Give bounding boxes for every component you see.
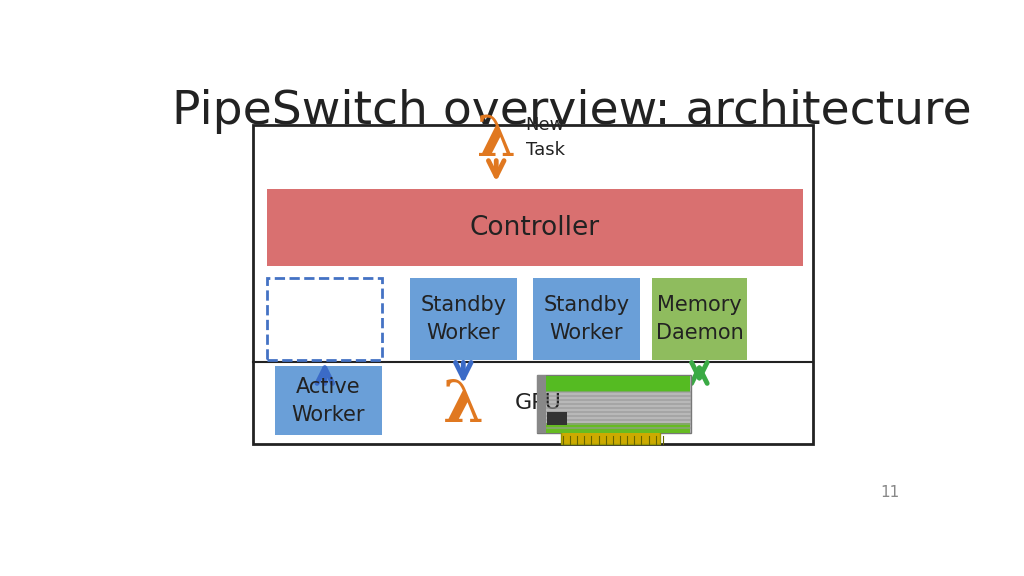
Text: 11: 11 — [881, 485, 899, 500]
Text: λ: λ — [442, 378, 483, 434]
FancyBboxPatch shape — [274, 366, 382, 435]
Text: PipeSwitch overview: architecture: PipeSwitch overview: architecture — [172, 89, 972, 134]
Text: Controller: Controller — [470, 215, 600, 241]
FancyBboxPatch shape — [546, 423, 690, 433]
Text: λ: λ — [477, 112, 516, 168]
FancyBboxPatch shape — [547, 412, 567, 425]
Text: New
Task: New Task — [525, 116, 565, 160]
FancyBboxPatch shape — [652, 278, 748, 359]
Text: GPU: GPU — [515, 393, 562, 412]
FancyBboxPatch shape — [410, 278, 517, 359]
FancyBboxPatch shape — [267, 189, 803, 267]
FancyBboxPatch shape — [537, 375, 691, 433]
Text: Standby
Worker: Standby Worker — [544, 294, 630, 343]
Text: Active
Worker: Active Worker — [292, 377, 366, 425]
Text: Memory
Daemon: Memory Daemon — [655, 294, 743, 343]
FancyBboxPatch shape — [546, 377, 690, 392]
FancyBboxPatch shape — [537, 375, 546, 433]
FancyBboxPatch shape — [532, 278, 640, 359]
Text: Standby
Worker: Standby Worker — [420, 294, 506, 343]
FancyBboxPatch shape — [560, 431, 659, 444]
